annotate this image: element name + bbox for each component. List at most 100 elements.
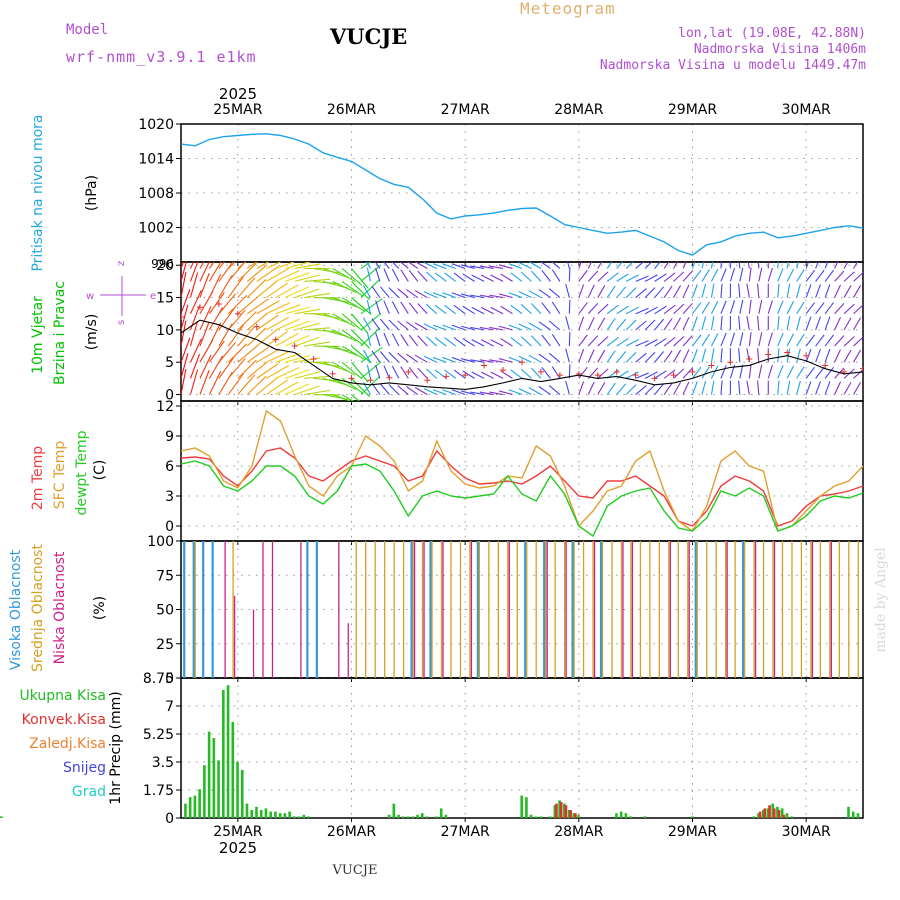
wind-arrow <box>417 367 428 379</box>
wind-arrow <box>805 334 816 347</box>
wind-arrow <box>635 307 649 315</box>
tick-label-y: 0 <box>165 519 174 535</box>
tick-label-y: 8.75 <box>143 671 174 687</box>
wind-arrow <box>834 270 845 282</box>
wind-arrow <box>691 381 698 395</box>
wind-arrow <box>266 302 291 315</box>
wind-arrow <box>426 336 438 347</box>
wind-arrow <box>208 273 222 298</box>
tick-label-y: 5 <box>165 355 174 371</box>
wind-arrow <box>208 322 222 347</box>
dir-legend-s: s <box>116 320 127 325</box>
wind-arrow <box>227 358 246 379</box>
wind-arrow <box>460 325 475 331</box>
wind-arrow <box>565 283 570 298</box>
wind-arrow <box>538 289 551 299</box>
wind-arrow <box>181 271 187 298</box>
gust-marker <box>708 362 715 369</box>
wind-arrow <box>366 332 371 347</box>
wind-arrow <box>322 267 348 278</box>
wind-arrow <box>568 364 571 379</box>
wind-arrow <box>635 385 647 395</box>
wind-arrow <box>397 320 409 331</box>
wind-arrow <box>423 291 437 299</box>
wind-arrow <box>451 324 466 331</box>
wind-arrow <box>265 282 289 299</box>
wind-arrow <box>786 348 791 363</box>
wind-arrow <box>366 262 371 269</box>
wind-arrow <box>426 368 438 379</box>
wind-arrow <box>548 352 561 363</box>
wind-arrow <box>701 283 707 298</box>
wind-arrow <box>453 304 466 315</box>
wind-arrow <box>237 262 257 282</box>
wind-arrow <box>606 304 619 315</box>
wind-arrow <box>824 334 835 347</box>
wind-arrow <box>332 329 357 342</box>
wind-arrow <box>284 334 310 347</box>
wind-arrow <box>341 313 363 331</box>
wind-arrow <box>322 313 348 324</box>
wind-arrow <box>275 284 299 299</box>
wind-arrow <box>786 268 795 282</box>
wind-arrow <box>834 335 845 347</box>
gust-marker <box>556 372 563 379</box>
precip-bar <box>624 813 628 818</box>
wind-arrow <box>682 335 693 347</box>
tick-label-y: 1002 <box>138 221 174 237</box>
wind-arrow <box>597 317 606 331</box>
wind-arrow <box>227 324 245 347</box>
gust-marker <box>196 304 203 311</box>
wind-arrow <box>815 348 821 363</box>
precip-bar <box>780 808 784 818</box>
wind-arrow <box>360 376 381 395</box>
wind-arrow <box>691 348 698 363</box>
wind-arrow <box>843 285 852 298</box>
precip-bar <box>534 816 538 818</box>
wind-arrow <box>426 303 438 315</box>
wind-arrow <box>256 266 279 282</box>
wind-arrow <box>531 367 542 379</box>
wind-layer <box>181 262 863 401</box>
precip-legend-item: Grad <box>72 784 106 800</box>
wind-arrow <box>777 365 784 379</box>
wind-arrow <box>701 333 710 347</box>
wind-arrow <box>480 306 494 315</box>
wind-arrow <box>654 383 665 395</box>
wind-arrow <box>673 349 682 363</box>
wind-arrow <box>663 369 676 379</box>
wind-arrow <box>757 348 760 363</box>
gust-marker <box>860 365 863 372</box>
wind-arrow <box>663 262 670 269</box>
wind-arrow <box>351 313 369 334</box>
wind-arrow <box>518 291 532 299</box>
wind-arrow <box>414 387 428 396</box>
wind-arrow <box>304 341 330 347</box>
wind-arrow <box>360 264 382 282</box>
wind-arrow <box>682 262 687 269</box>
wind-arrow <box>565 316 570 331</box>
wind-arrow <box>720 348 723 363</box>
tick-label-y: 1008 <box>138 186 174 202</box>
wind-arrow <box>843 382 852 395</box>
gust-marker <box>215 301 222 308</box>
precip-bar <box>397 814 400 818</box>
wind-arrow <box>673 368 685 379</box>
wind-arrow <box>388 319 400 331</box>
wind-arrow <box>720 380 723 395</box>
wind-arrow <box>265 268 290 282</box>
wind-arrow <box>777 268 784 282</box>
gust-marker <box>575 370 582 377</box>
wind-arrow <box>654 305 667 315</box>
wind-arrow <box>397 288 409 298</box>
wind-arrow <box>853 368 863 379</box>
wind-arrow <box>597 336 609 347</box>
day-label-bottom: 29MAR <box>668 824 717 840</box>
gust-marker <box>803 352 810 359</box>
wind-arrow <box>663 304 676 315</box>
wind-arrow <box>815 284 821 298</box>
precip-bar <box>520 795 523 818</box>
wind-arrow <box>625 306 639 315</box>
wind-arrow <box>606 382 616 395</box>
wind-arrow <box>366 267 371 282</box>
